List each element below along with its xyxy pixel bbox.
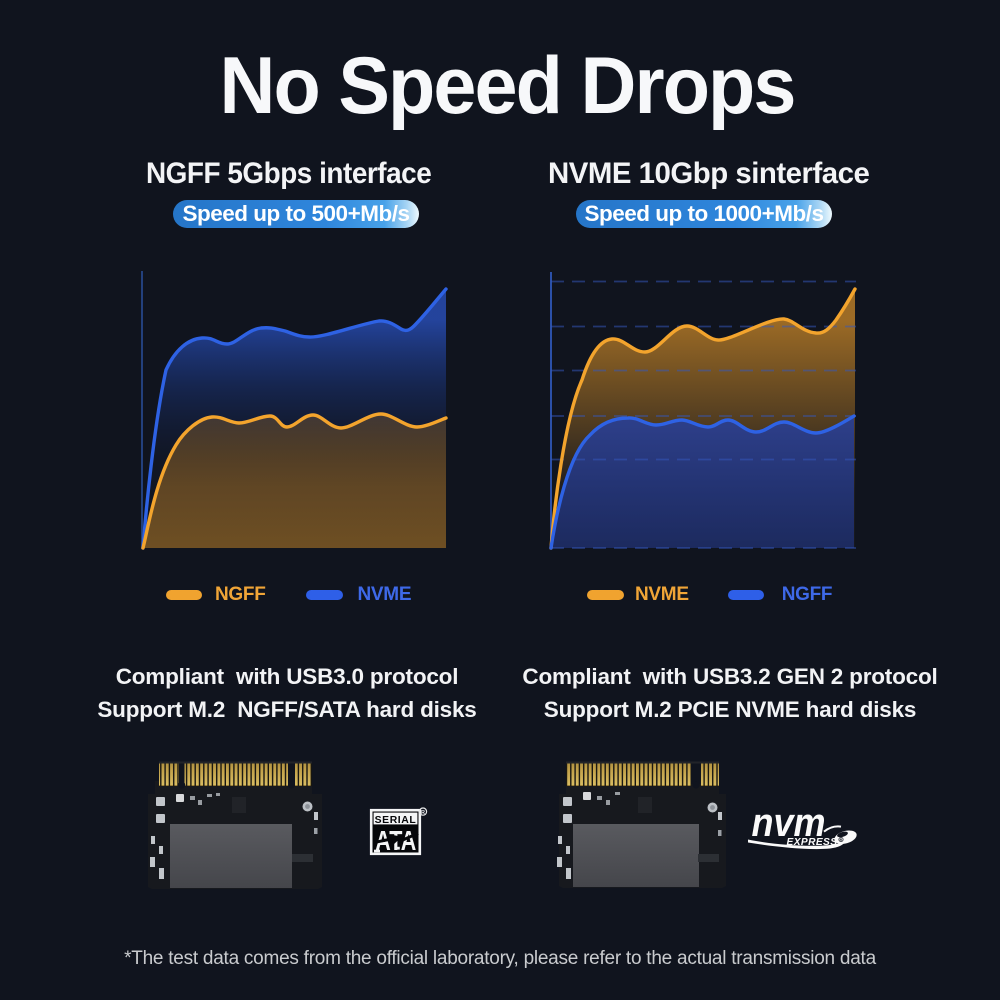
svg-text:nvm: nvm — [752, 801, 826, 845]
svg-text:EXPRESS: EXPRESS — [787, 837, 838, 848]
svg-text:SERIAL: SERIAL — [375, 815, 417, 826]
svg-text:R: R — [840, 838, 843, 842]
svg-text:R: R — [421, 810, 425, 816]
